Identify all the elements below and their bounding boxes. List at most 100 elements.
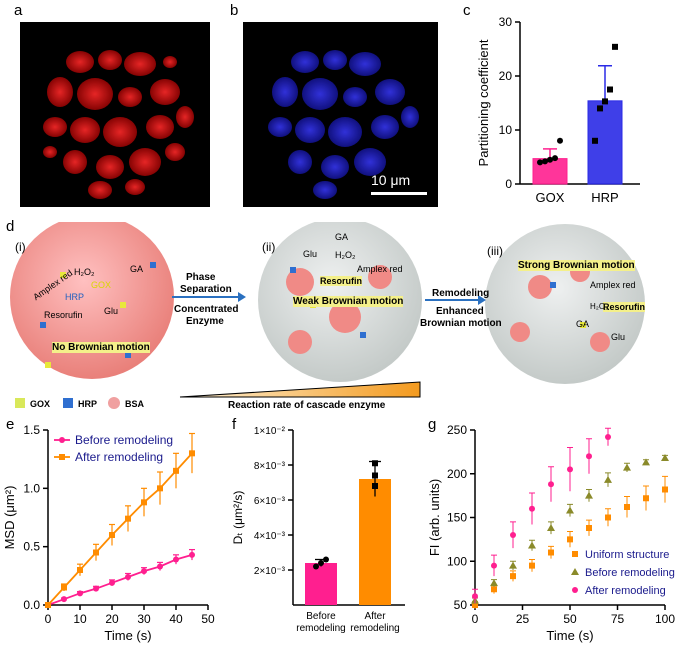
scale-bar <box>371 192 427 195</box>
g-y-tick-label: 50 <box>454 598 468 612</box>
g-point-before <box>528 541 536 549</box>
chart-e: 0 10 20 30 40 50 0.0 0.5 1.0 1.5 Before remodeling… <box>2 423 215 643</box>
e-legend-marker <box>59 437 65 443</box>
arrow1-bot2: Enzyme <box>186 316 224 327</box>
g-point-uniform <box>567 536 573 543</box>
e-point-before <box>157 563 163 570</box>
e-legend-marker <box>59 454 65 460</box>
g-point-after <box>548 481 554 488</box>
schematic-d: (i) (ii) (iii) Amplex red H₂O₂ GOX HRP G… <box>0 215 685 412</box>
e-point-after <box>141 499 147 506</box>
s3-glu: Glu <box>611 332 626 342</box>
arrow2-top: Remodeling <box>432 288 490 299</box>
s2-weak: Weak Brownian motion <box>293 296 404 307</box>
s3-strong: Strong Brownian motion <box>518 260 635 271</box>
g-x-tick-label: 25 <box>516 612 530 626</box>
g-point-uniform <box>586 525 592 531</box>
e-x-tick-label: 40 <box>169 612 183 626</box>
g-point-before <box>604 475 612 483</box>
c-point <box>612 43 618 50</box>
g-point-uniform <box>548 549 554 556</box>
e-y-axis-label: MSD (μm²) <box>2 486 17 550</box>
c-point <box>597 105 603 112</box>
s2-resorufin: Resorufin <box>320 276 363 286</box>
e-point-after <box>157 485 163 492</box>
legend-gox-swatch <box>15 398 25 408</box>
e-x-tick-label: 0 <box>45 612 52 626</box>
s2-ga: GA <box>335 232 349 242</box>
f-y-tick-label: 1×10⁻² <box>254 426 286 437</box>
e-point-before <box>93 585 99 592</box>
g-point-uniform <box>491 586 497 593</box>
g-point-after <box>510 532 516 538</box>
s1-h2o2: H₂O₂ <box>74 267 95 277</box>
c-point <box>592 137 598 144</box>
stage-i: (i) <box>15 240 26 254</box>
g-point-after <box>586 453 592 460</box>
e-y-tick-label: 0.5 <box>23 540 40 554</box>
f-y-tick-label: 8×10⁻³ <box>254 461 286 472</box>
f-point <box>313 563 319 570</box>
e-point-before <box>173 556 179 563</box>
panel-label-d: d <box>6 218 15 235</box>
e-legend-label-0: Before remodeling <box>75 433 173 447</box>
panel-label-g: g <box>428 416 437 433</box>
e-y-tick-label: 1.5 <box>23 423 40 437</box>
chart-f: 2×10⁻³4×10⁻³6×10⁻³8×10⁻³1×10⁻²Beforeremo… <box>231 426 405 634</box>
panel-label-e: e <box>6 416 15 433</box>
g-legend-label-0: Uniform structure <box>585 549 669 561</box>
stage-iii: (iii) <box>487 244 503 258</box>
g-x-tick-label: 50 <box>563 612 577 626</box>
e-point-after <box>125 515 131 522</box>
c-point <box>547 156 553 163</box>
g-point-uniform <box>643 495 649 502</box>
c-point <box>542 158 548 165</box>
f-bar-0 <box>305 563 337 605</box>
e-y-tick-label: 1.0 <box>23 481 40 495</box>
s3-h2o2: H₂O₂ <box>590 302 609 311</box>
micrograph-red-image <box>43 50 194 199</box>
g-point-uniform <box>510 573 516 580</box>
e-x-tick-label: 50 <box>201 612 215 626</box>
rate-triangle <box>179 381 421 398</box>
g-legend-label-2: After remodeling <box>585 585 666 597</box>
g-point-before <box>661 454 669 461</box>
f-point <box>372 483 378 489</box>
g-point-uniform <box>472 602 478 608</box>
legend-hrp: HRP <box>78 399 98 409</box>
s1-gox: GOX <box>91 280 112 290</box>
c-x-label-GOX: GOX <box>536 190 565 205</box>
panel-label-a: a <box>14 2 23 19</box>
e-point-before <box>61 596 67 603</box>
panel-label-c: c <box>463 2 471 19</box>
g-point-uniform <box>624 504 630 510</box>
f-x-label: Before <box>306 611 336 622</box>
f-y-tick-label: 6×10⁻³ <box>254 496 286 507</box>
c-point <box>607 86 613 93</box>
g-x-tick-label: 75 <box>611 612 625 626</box>
f-point <box>372 460 378 467</box>
c-y-tick-label: 10 <box>499 123 513 137</box>
g-y-tick-label: 150 <box>447 511 467 525</box>
e-point-after <box>173 467 179 474</box>
e-x-tick-label: 30 <box>137 612 151 626</box>
s2-amplex: Amplex red <box>357 264 403 274</box>
panel-label-b: b <box>230 2 239 19</box>
c-y-tick-label: 0 <box>505 177 512 191</box>
s1-no-brownian: No Brownian motion <box>52 342 150 353</box>
g-y-axis-label: FI (arb. units) <box>427 479 442 556</box>
g-point-before <box>490 579 498 587</box>
e-point-after <box>109 532 115 538</box>
c-x-label-HRP: HRP <box>591 190 618 205</box>
s3-resorufin: Resorufin <box>603 302 646 312</box>
g-legend-marker <box>571 568 579 575</box>
legend-gox: GOX <box>30 399 51 409</box>
e-point-after <box>45 602 51 608</box>
e-x-tick-label: 20 <box>105 612 119 626</box>
e-point-after <box>61 584 67 591</box>
e-point-before <box>189 551 195 558</box>
arrow2-bot2: Brownian motion <box>420 318 502 329</box>
micrograph-blue-image <box>268 50 419 199</box>
g-point-before <box>623 463 631 471</box>
f-point <box>323 556 329 563</box>
